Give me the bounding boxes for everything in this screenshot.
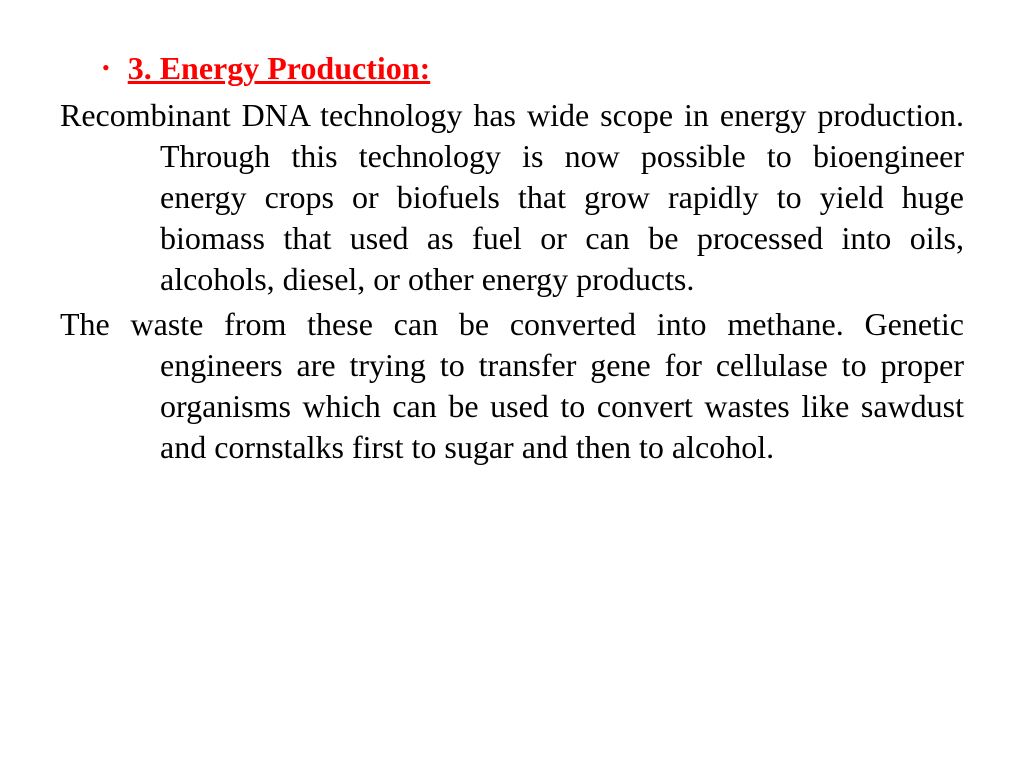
slide-content: • 3. Energy Production: Recombinant DNA … (60, 50, 964, 468)
section-heading: 3. Energy Production: (128, 50, 431, 87)
body-paragraph-1: Recombinant DNA technology has wide scop… (60, 95, 964, 300)
heading-row: • 3. Energy Production: (60, 50, 964, 87)
paragraph-text: Recombinant DNA technology has wide scop… (60, 95, 964, 300)
bullet-icon: • (102, 55, 110, 81)
body-paragraph-2: The waste from these can be converted in… (60, 304, 964, 468)
paragraph-text: The waste from these can be converted in… (60, 304, 964, 468)
